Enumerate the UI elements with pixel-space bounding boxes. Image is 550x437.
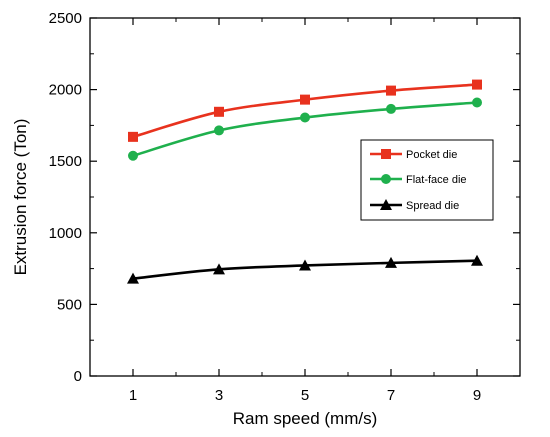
ticks-layer: 0 500 1000 1500 2000 2500 1 3 5 7 9 <box>49 10 520 404</box>
data-point <box>213 263 225 275</box>
data-point <box>472 97 482 108</box>
y-tick-label: 1000 <box>49 225 82 242</box>
series-layer <box>127 79 483 284</box>
data-point <box>386 85 396 96</box>
data-point <box>300 94 310 105</box>
x-tick-label: 9 <box>473 387 481 404</box>
legend-label: Spread die <box>406 200 459 212</box>
data-point <box>127 272 139 284</box>
legend-marker <box>380 199 392 210</box>
data-point <box>128 150 138 161</box>
data-point <box>214 106 224 117</box>
series-spread-die <box>127 254 483 284</box>
data-point <box>214 125 224 136</box>
y-tick-label: 2000 <box>49 82 82 99</box>
y-tick-label: 500 <box>57 296 82 313</box>
data-point <box>299 259 311 271</box>
data-point <box>386 103 396 114</box>
data-point <box>472 79 482 90</box>
data-point <box>128 131 138 142</box>
series-line <box>132 83 478 139</box>
x-tick-label: 1 <box>129 387 137 404</box>
legend-marker <box>381 174 391 184</box>
series-pocket-die <box>128 79 482 142</box>
x-tick-label: 7 <box>387 387 395 404</box>
y-axis-title: Extrusion force (Ton) <box>11 119 30 276</box>
legend-label: Pocket die <box>406 149 457 161</box>
x-axis-title: Ram speed (mm/s) <box>233 409 378 428</box>
legend: Pocket die Flat-face die Spread die <box>360 139 494 221</box>
y-tick-label: 1500 <box>49 153 82 170</box>
y-tick-label: 2500 <box>49 10 82 27</box>
legend-item: Spread die <box>370 199 459 212</box>
data-point <box>300 112 310 123</box>
data-point <box>471 254 483 266</box>
legend-item: Pocket die <box>370 149 457 161</box>
legend-label: Flat-face die <box>406 174 467 186</box>
x-tick-label: 5 <box>301 387 309 404</box>
x-tick-label: 3 <box>215 387 223 404</box>
legend-marker <box>381 149 391 159</box>
data-point <box>385 256 397 268</box>
y-tick-label: 0 <box>74 368 82 385</box>
series-flat-face-die <box>128 97 482 161</box>
legend-item: Flat-face die <box>370 174 467 186</box>
